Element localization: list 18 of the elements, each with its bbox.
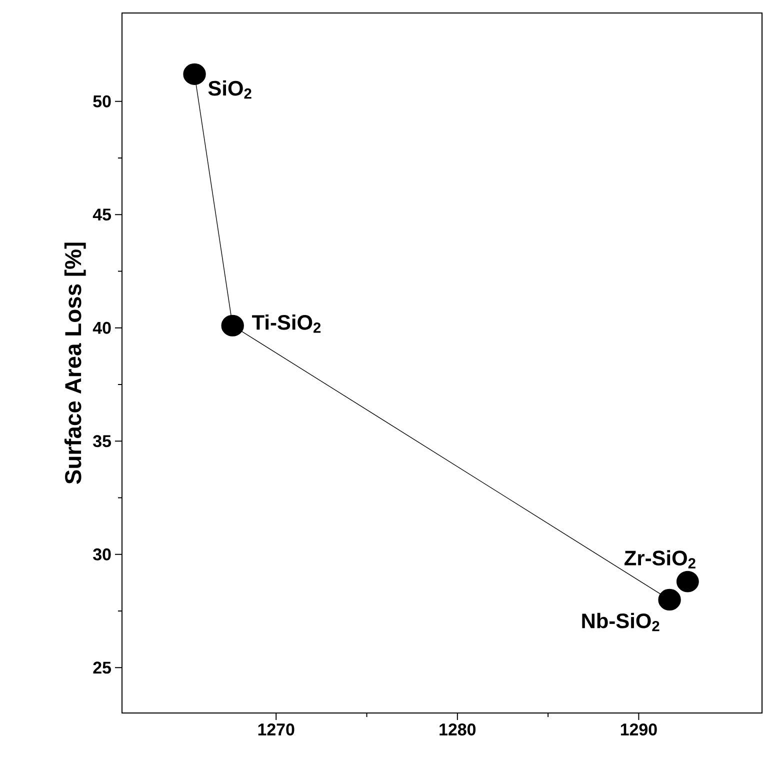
point	[658, 588, 681, 611]
x-tick-label: 1270	[258, 724, 294, 736]
y-tick-label: 35	[93, 435, 112, 448]
y-tick-label: 45	[92, 208, 112, 221]
y-tick-label: 25	[93, 662, 112, 674]
x-tick-label: 1280	[440, 724, 476, 736]
x-tick-label: 1290	[620, 724, 657, 736]
y-tick-label: 30	[93, 548, 111, 560]
point	[676, 570, 699, 592]
annotation: SiO$_{2}$	[208, 80, 252, 99]
annotation: Nb-SiO$_{2}$	[582, 612, 660, 632]
y-tick-label: 50	[93, 95, 111, 108]
y-tick-label: 40	[92, 322, 111, 334]
point	[183, 63, 206, 85]
y-axis-title: Surface Area Loss [%]	[64, 242, 86, 484]
point	[221, 314, 244, 336]
annotation: Ti-SiO$_{2}$	[252, 314, 321, 333]
annotation: Zr-SiO$_{2}$	[624, 550, 696, 568]
